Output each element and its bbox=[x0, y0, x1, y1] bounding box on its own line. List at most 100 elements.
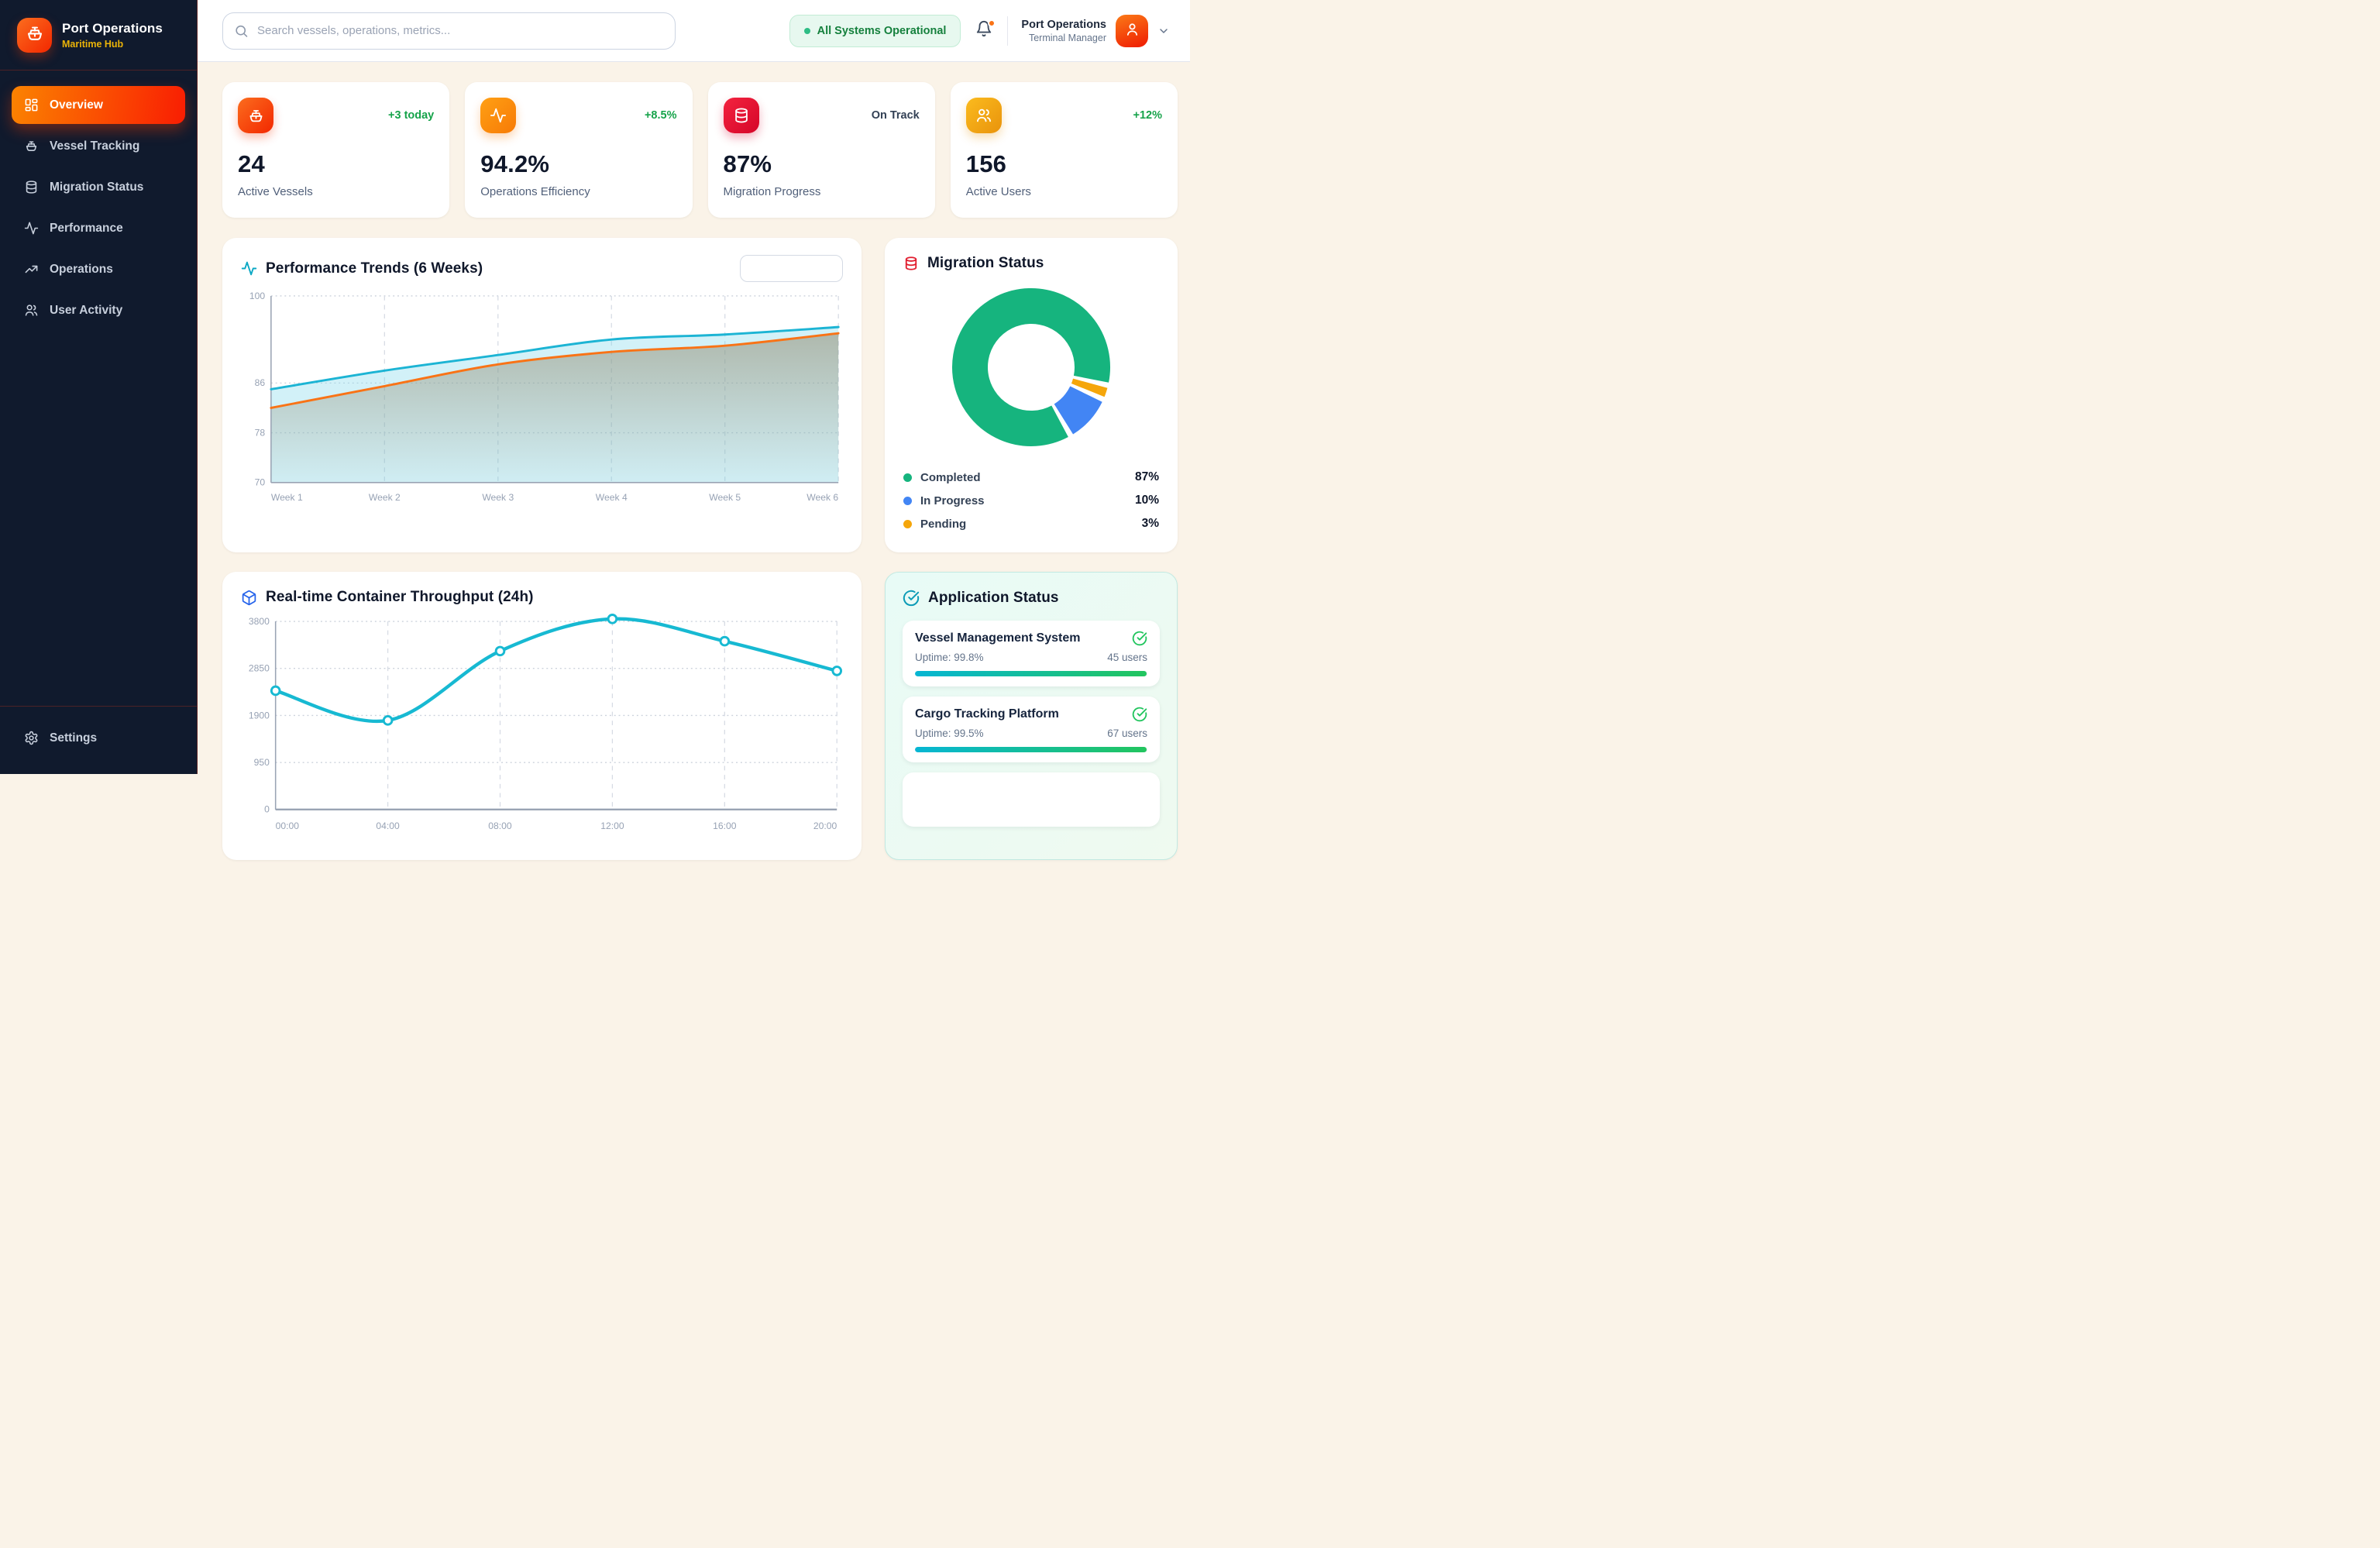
topbar: All Systems Operational Port Operations bbox=[198, 0, 1190, 62]
svg-text:20:00: 20:00 bbox=[813, 820, 837, 831]
brand: Port Operations Maritime Hub bbox=[0, 0, 197, 70]
brand-text: Port Operations Maritime Hub bbox=[62, 21, 163, 50]
check-circle-icon bbox=[1132, 707, 1147, 722]
app-root: Port Operations Maritime Hub Overview bbox=[0, 0, 1190, 860]
stat-label: Active Users bbox=[965, 185, 1031, 198]
svg-text:86: 86 bbox=[255, 377, 266, 388]
user-text: Port Operations Terminal Manager bbox=[1021, 19, 1106, 43]
svg-text:78: 78 bbox=[255, 427, 266, 438]
row-charts-bottom: Real-time Container Throughput (24h) 380… bbox=[222, 572, 1178, 860]
performance-trends-card: Performance Trends (6 Weeks) 100 86 78 70 We… bbox=[222, 238, 862, 552]
svg-text:3800: 3800 bbox=[249, 616, 270, 627]
sidebar-nav: Overview Vessel Tracking bbox=[0, 71, 197, 332]
app-meta: Uptime: 99.5% 67 users bbox=[915, 728, 1147, 739]
brand-title: Port Operations bbox=[62, 21, 163, 36]
chevron-down-icon bbox=[1157, 25, 1170, 37]
migration-status-card: Migration Status Completed 87% In Progress… bbox=[885, 238, 1178, 552]
ship-icon bbox=[25, 23, 45, 47]
app-card-stub bbox=[903, 772, 1160, 827]
legend-dot-icon bbox=[903, 473, 912, 482]
uptime-bar bbox=[915, 671, 1147, 676]
svg-text:16:00: 16:00 bbox=[713, 820, 737, 831]
svg-text:Week 1: Week 1 bbox=[271, 492, 303, 503]
sidebar-item-vessel-tracking[interactable]: Vessel Tracking bbox=[12, 127, 185, 165]
svg-text:00:00: 00:00 bbox=[276, 820, 300, 831]
user-icon bbox=[1124, 21, 1140, 41]
package-icon bbox=[241, 590, 257, 606]
svg-text:08:00: 08:00 bbox=[488, 820, 512, 831]
stat-card-active-users: +12% 156 Active Users bbox=[950, 82, 1178, 218]
app-head: Cargo Tracking Platform bbox=[915, 707, 1147, 722]
card-title: Real-time Container Throughput (24h) bbox=[266, 589, 534, 605]
svg-text:Week 2: Week 2 bbox=[369, 492, 401, 503]
sidebar-item-operations[interactable]: Operations bbox=[12, 250, 185, 288]
stat-label: Migration Progress bbox=[723, 185, 821, 198]
app-head: Vessel Management System bbox=[915, 631, 1147, 646]
app-uptime: Uptime: 99.5% bbox=[915, 728, 984, 739]
stat-delta: +8.5% bbox=[644, 109, 677, 122]
stat-delta: On Track bbox=[871, 109, 920, 122]
app-name: Vessel Management System bbox=[915, 631, 1081, 645]
sidebar-item-performance[interactable]: Performance bbox=[12, 209, 185, 247]
check-circle-icon bbox=[1132, 631, 1147, 646]
users-icon bbox=[24, 303, 39, 318]
sidebar-item-migration-status[interactable]: Migration Status bbox=[12, 168, 185, 206]
sidebar-item-label: User Activity bbox=[50, 303, 123, 317]
performance-trends-chart: 100 86 78 70 Week 1 Week 2 Week 3 Week 4 Week 5 W… bbox=[249, 291, 840, 503]
sidebar-item-label: Performance bbox=[50, 221, 123, 235]
status-dot-icon bbox=[803, 27, 810, 34]
sidebar-item-label: Overview bbox=[50, 98, 103, 112]
card-head: Migration Status bbox=[903, 255, 1159, 272]
legend-value: 3% bbox=[1141, 517, 1159, 530]
uptime-bar-fill bbox=[915, 747, 1147, 752]
ship-icon bbox=[24, 139, 39, 153]
status-badge-label: All Systems Operational bbox=[817, 24, 947, 37]
ship-icon bbox=[238, 98, 273, 133]
notifications-button[interactable] bbox=[974, 19, 996, 41]
legend-label: Completed bbox=[920, 470, 981, 484]
activity-icon bbox=[24, 221, 39, 236]
svg-text:950: 950 bbox=[254, 757, 270, 768]
svg-text:1900: 1900 bbox=[249, 710, 270, 721]
svg-text:Week 4: Week 4 bbox=[596, 492, 628, 503]
legend-dot-icon bbox=[903, 496, 912, 505]
sidebar-divider bbox=[0, 70, 197, 71]
user-menu[interactable]: Port Operations Terminal Manager bbox=[1021, 14, 1170, 47]
timeframe-select[interactable] bbox=[740, 255, 843, 282]
stat-value: 156 bbox=[965, 150, 1007, 177]
brand-subtitle: Maritime Hub bbox=[62, 39, 124, 50]
svg-text:Week 5: Week 5 bbox=[709, 492, 741, 503]
stat-delta: +3 today bbox=[388, 109, 435, 122]
throughput-chart: 3800 2850 1900 950 0 00:00 04:00 08:00 12:00 16:0… bbox=[249, 614, 843, 831]
stat-delta: +12% bbox=[1133, 109, 1163, 122]
app-card-cargo-tracking: Cargo Tracking Platform Uptime: 99.5% 67… bbox=[903, 697, 1160, 762]
application-status-panel: Application Status Vessel Management Sys… bbox=[885, 572, 1178, 860]
svg-text:2850: 2850 bbox=[249, 663, 270, 674]
legend-row: Completed 87% bbox=[903, 466, 1159, 489]
sidebar-item-label: Settings bbox=[50, 731, 98, 745]
legend-label: Pending bbox=[920, 517, 967, 531]
app-users: 67 users bbox=[1107, 728, 1147, 739]
stat-card-migration-progress: On Track 87% Migration Progress bbox=[707, 82, 935, 218]
database-icon bbox=[903, 256, 919, 271]
stat-card-operations-efficiency: +8.5% 94.2% Operations Efficiency bbox=[465, 82, 693, 218]
gear-icon bbox=[24, 731, 39, 745]
sidebar-item-settings[interactable]: Settings bbox=[12, 719, 185, 757]
sidebar-item-overview[interactable]: Overview bbox=[12, 86, 185, 124]
sidebar-item-user-activity[interactable]: User Activity bbox=[12, 291, 185, 329]
svg-text:70: 70 bbox=[255, 477, 266, 488]
sidebar: Port Operations Maritime Hub Overview bbox=[0, 0, 198, 774]
stat-value: 94.2% bbox=[480, 150, 550, 177]
layout-grid-icon bbox=[24, 98, 39, 112]
card-title: Performance Trends (6 Weeks) bbox=[266, 260, 483, 277]
migration-donut-chart bbox=[952, 288, 1110, 446]
svg-text:0: 0 bbox=[264, 804, 270, 815]
notification-dot bbox=[988, 19, 996, 27]
search-input[interactable] bbox=[222, 12, 676, 50]
user-name: Port Operations bbox=[1021, 18, 1106, 31]
uptime-bar-fill bbox=[915, 671, 1147, 676]
system-status-badge: All Systems Operational bbox=[789, 14, 961, 47]
stat-label: Operations Efficiency bbox=[480, 185, 590, 198]
legend-value: 10% bbox=[1134, 494, 1159, 507]
stat-value: 87% bbox=[723, 150, 772, 177]
